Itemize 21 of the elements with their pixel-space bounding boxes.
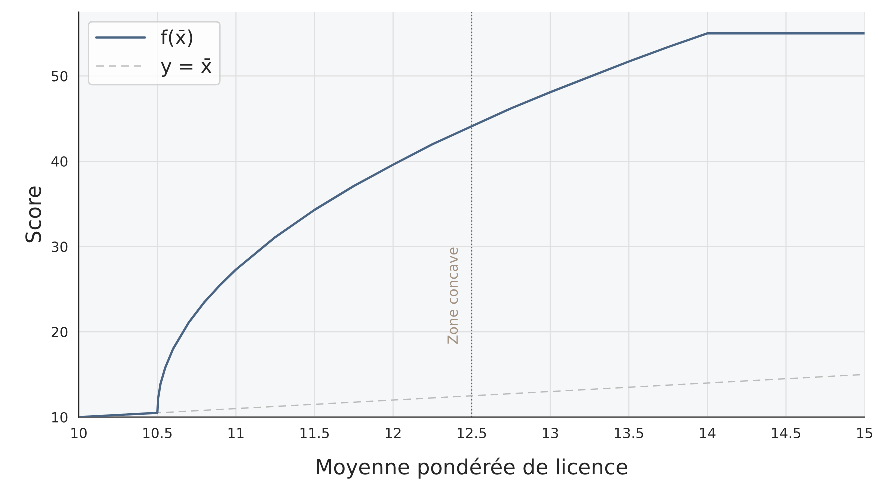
y-tick-label: 20	[52, 327, 68, 338]
x-tick-label: 10	[72, 428, 87, 439]
x-axis-title: Moyenne pondérée de licence	[317, 458, 628, 479]
x-tick-label: 14.5	[772, 428, 800, 439]
legend-label: f(x̄)	[161, 30, 193, 48]
ref-line-label: Zone concave	[448, 248, 458, 344]
y-tick-label: 40	[52, 156, 68, 167]
x-tick-label: 11.5	[300, 428, 330, 439]
y-axis-title: Score	[26, 186, 42, 243]
y-tick-label: 10	[52, 412, 68, 423]
x-tick-label: 13.5	[615, 428, 644, 439]
x-tick-label: 11	[228, 428, 244, 438]
legend-label: y = x̄	[161, 58, 212, 78]
x-tick-label: 12	[386, 428, 401, 438]
x-tick-label: 14	[700, 428, 716, 438]
x-tick-label: 15	[858, 428, 872, 439]
y-tick-label: 30	[52, 242, 68, 252]
x-tick-label: 13	[543, 428, 558, 439]
x-tick-label: 10.5	[144, 428, 172, 439]
x-tick-label: 12.5	[458, 428, 486, 439]
y-tick-label: 50	[52, 71, 68, 82]
